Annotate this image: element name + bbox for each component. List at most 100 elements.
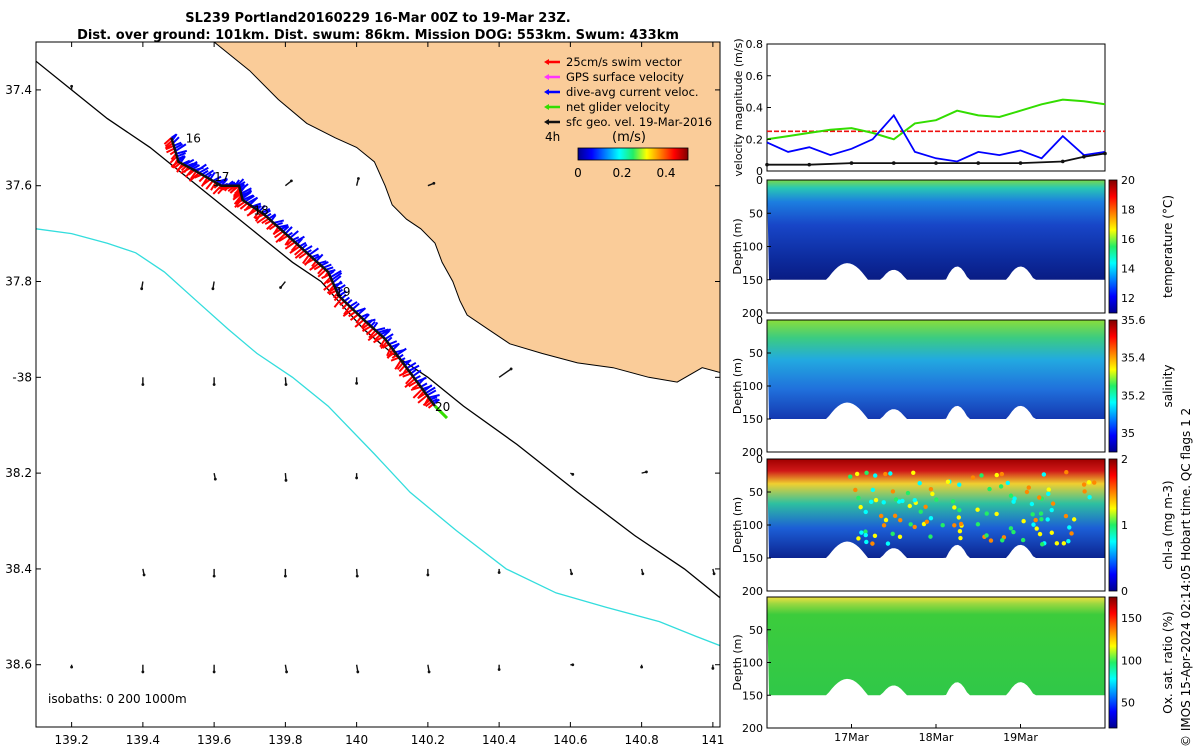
swim-vector: [410, 385, 422, 391]
section-colorbar-tick-label: 16: [1121, 233, 1135, 246]
section-colorbar-tick-label: 0: [1121, 585, 1128, 598]
legend-label: 25cm/s swim vector: [566, 55, 682, 69]
chla-speckle: [999, 471, 1005, 477]
day-label-20: 20: [435, 400, 450, 414]
map-y-tick-label: 38.6: [5, 658, 32, 672]
swim-vector: [202, 178, 211, 186]
dive-avg-vector: [187, 160, 198, 168]
swim-vector: [246, 208, 258, 217]
chla-speckle: [881, 523, 887, 528]
chla-speckle: [957, 507, 962, 513]
chla-speckle: [988, 538, 994, 543]
chla-speckle: [1049, 507, 1054, 513]
section-field: [767, 459, 1105, 558]
day-label-16: 16: [186, 132, 201, 146]
chla-speckle: [868, 499, 874, 505]
day-label-18: 18: [253, 203, 268, 217]
chla-speckle: [1024, 489, 1030, 495]
dive-avg-vector: [173, 141, 182, 147]
chla-speckle: [872, 473, 878, 478]
velocity-point: [1082, 154, 1086, 159]
dive-avg-vector: [392, 343, 400, 351]
dive-avg-vector: [338, 290, 347, 297]
chla-speckle: [984, 533, 989, 538]
chla-speckle: [940, 523, 945, 528]
sfc-velocity-head: [284, 383, 288, 386]
swim-vector: [232, 189, 241, 197]
chla-speckle: [1012, 496, 1017, 501]
chla-speckle: [1031, 522, 1036, 527]
dive-avg-vector: [198, 166, 209, 174]
day-label-17: 17: [214, 170, 229, 184]
section-colorbar-label: salinity: [1161, 364, 1175, 407]
velocity-point: [891, 161, 896, 165]
chla-speckle: [893, 497, 899, 502]
swim-vector: [232, 192, 242, 201]
swim-vector: [417, 394, 428, 404]
swim-vector: [398, 370, 410, 377]
section-y-tick-label: 50: [749, 347, 763, 360]
chla-speckle: [1021, 518, 1026, 524]
sfc-velocity-head: [571, 472, 575, 476]
swim-vector: [317, 267, 325, 275]
chla-speckle: [1063, 513, 1069, 519]
chla-speckle: [873, 497, 879, 503]
swim-vector: [266, 222, 275, 231]
section-ylabel: Depth (m): [731, 358, 744, 414]
chla-speckle: [908, 522, 913, 527]
dive-avg-vector: [289, 230, 299, 239]
section-y-tick-label: 100: [742, 380, 763, 393]
swim-vector: [422, 398, 431, 407]
section-y-tick-label: 200: [742, 446, 763, 459]
legend-label: sfc geo. vel. 19-Mar-2016: [566, 115, 712, 129]
dive-avg-vector: [408, 364, 420, 372]
swim-vector: [326, 287, 336, 294]
swim-vector: [394, 359, 402, 370]
swim-vector: [278, 234, 289, 243]
swim-vector: [333, 297, 343, 308]
map-frame: [35, 41, 721, 728]
footer-credit: © IMOS 15-Apr-2024 02:14:05 Hobart time.…: [1179, 408, 1193, 747]
chla-speckle: [881, 500, 886, 505]
sfc-velocity-head: [212, 574, 216, 578]
swim-vector: [294, 249, 306, 259]
dive-avg-vector: [244, 194, 255, 203]
sfc-velocity-head: [212, 670, 216, 674]
chla-speckle: [905, 490, 911, 496]
swim-vector: [290, 243, 299, 252]
dive-avg-vector: [329, 270, 342, 279]
section-y-tick-label: 150: [742, 552, 763, 565]
chla-speckle: [918, 509, 923, 514]
swim-vector: [405, 375, 414, 385]
chla-speckle: [934, 497, 939, 502]
dive-avg-vector: [179, 155, 186, 164]
swim-vector: [294, 247, 303, 256]
section-x-tick-label: 19Mar: [1003, 731, 1038, 744]
swim-vector: [368, 329, 377, 339]
sfc-velocity-head: [355, 381, 359, 385]
chla-speckle: [1038, 511, 1044, 516]
chla-speckle: [1045, 517, 1050, 522]
chla-speckle: [1039, 517, 1044, 522]
velocity-point: [1103, 151, 1107, 156]
chla-speckle: [975, 507, 980, 512]
swim-vector: [284, 241, 296, 250]
chla-speckle: [979, 473, 984, 478]
chla-speckle: [859, 530, 864, 535]
colorbar-tick-label: 0: [574, 166, 582, 180]
swim-vector: [390, 356, 400, 362]
dive-avg-vector: [426, 389, 437, 397]
velocity-y-tick-label: 0: [756, 165, 763, 178]
legend-arrowhead: [544, 59, 549, 65]
chla-speckle: [1008, 493, 1014, 498]
dive-avg-vector: [308, 247, 319, 256]
velocity-point: [934, 161, 938, 165]
dive-avg-vector: [320, 261, 329, 267]
swim-vector: [302, 254, 310, 265]
map-y-tick-label: 37.8: [5, 275, 32, 289]
swim-vector: [328, 289, 337, 296]
section-field: [767, 597, 1105, 696]
map-x-tick-label: 140.4: [482, 733, 516, 747]
chla-speckle: [1034, 526, 1039, 531]
chla-speckle: [870, 487, 876, 493]
